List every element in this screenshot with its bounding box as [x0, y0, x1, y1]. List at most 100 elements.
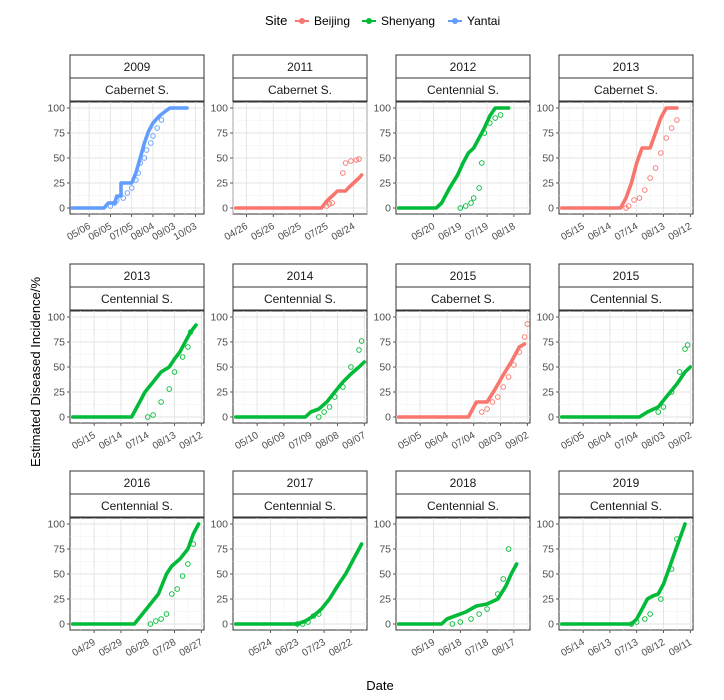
observed-point [476, 185, 482, 191]
facet-strip-cultivar [395, 286, 531, 311]
x-tick-label: 07/18 [463, 637, 491, 659]
y-tick-label: 75 [379, 128, 391, 140]
y-tick-label: 25 [542, 594, 554, 606]
y-tick-label: 100 [210, 103, 228, 115]
legend-key-point [452, 18, 458, 24]
facet-cultivar-label: Centennial S. [590, 499, 662, 513]
observed-point [294, 621, 301, 627]
observed-point [470, 195, 477, 201]
facet-panel: 2014 Centennial S. 0 25 50 75 100 05/10 06/09 07/… [210, 263, 368, 452]
y-tick-label: 100 [210, 519, 228, 531]
observed-point [457, 205, 464, 211]
y-tick-label: 0 [59, 412, 65, 424]
observed-point [497, 112, 504, 118]
x-tick-label: 08/18 [490, 221, 518, 243]
y-tick-label: 25 [542, 178, 554, 190]
observed-point [310, 613, 317, 619]
facet-year-label: 2015 [613, 269, 640, 283]
observed-point [179, 354, 186, 360]
x-tick-label: 06/04 [586, 430, 614, 452]
y-tick-label: 50 [379, 153, 391, 165]
y-tick-label: 100 [373, 519, 391, 531]
observed-point [171, 369, 178, 375]
estimated-series-line [233, 173, 364, 210]
y-tick-label: 75 [379, 337, 391, 349]
observed-point [158, 399, 164, 405]
observed-point [128, 185, 135, 191]
y-tick-label: 50 [216, 362, 228, 374]
observed-point [316, 611, 322, 617]
facet-cultivar-label: Centennial S. [101, 292, 173, 306]
y-tick-label: 75 [216, 544, 228, 556]
facet-strip-cultivar [395, 493, 531, 518]
y-tick-label: 100 [47, 312, 65, 324]
observed-point [114, 197, 120, 203]
facet-cultivar-label: Centennial S. [427, 499, 499, 513]
estimated-series-line [70, 522, 201, 626]
x-tick-label: 09/02 [504, 430, 532, 452]
facet-panel: 2018 Centennial S. 0 25 50 75 100 05/19 06/18 07/… [373, 470, 531, 659]
observed-point [511, 362, 517, 368]
x-tick-label: 05/24 [247, 637, 275, 659]
observed-point [148, 140, 154, 146]
x-tick-label: 07/04 [450, 430, 478, 452]
estimated-series-line [559, 106, 679, 210]
y-tick-label: 75 [542, 337, 554, 349]
legend-label: Yantai [467, 14, 500, 28]
observed-point [524, 321, 531, 327]
x-tick-label: 07/25 [303, 221, 331, 243]
observed-point [658, 596, 664, 602]
x-tick-label: 04/26 [223, 221, 251, 243]
observed-point [668, 389, 675, 395]
observed-point [137, 160, 143, 166]
y-tick-label: 50 [542, 569, 554, 581]
observed-point [500, 576, 506, 582]
x-tick-label: 08/13 [151, 430, 179, 452]
x-tick-label: 06/28 [124, 637, 152, 659]
x-tick-label: 05/29 [97, 637, 125, 659]
observed-point [135, 170, 141, 176]
y-tick-label: 50 [53, 569, 65, 581]
y-tick-label: 25 [216, 387, 228, 399]
x-tick-label: 08/24 [330, 221, 358, 243]
y-tick-label: 0 [59, 203, 65, 215]
y-tick-label: 100 [210, 312, 228, 324]
x-tick-label: 08/03 [640, 430, 668, 452]
x-tick-label: 05/19 [410, 637, 438, 659]
observed-point [187, 329, 194, 335]
y-tick-label: 50 [542, 153, 554, 165]
observed-point [500, 384, 506, 390]
facet-year-label: 2019 [613, 476, 640, 490]
y-tick-label: 0 [548, 203, 554, 215]
facet-cultivar-label: Cabernet S. [431, 292, 495, 306]
y-tick-label: 100 [536, 103, 554, 115]
facet-cultivar-label: Centennial S. [590, 292, 662, 306]
legend-key-point [299, 18, 305, 24]
y-tick-label: 100 [47, 103, 65, 115]
observed-point [158, 616, 164, 622]
observed-point [348, 158, 354, 164]
x-axis-title: Date [366, 678, 393, 693]
estimated-series-line [70, 323, 198, 419]
y-tick-label: 75 [216, 337, 228, 349]
observed-point [150, 133, 156, 139]
x-tick-label: 06/14 [586, 221, 614, 243]
y-tick-label: 50 [216, 569, 228, 581]
facet-panel: 2017 Centennial S. 0 25 50 75 100 05/24 06/23 07/… [210, 470, 368, 659]
y-tick-label: 50 [379, 569, 391, 581]
observed-point [153, 618, 159, 624]
y-tick-label: 0 [222, 203, 228, 215]
facet-year-label: 2016 [124, 476, 151, 490]
x-tick-label: 05/15 [70, 430, 98, 452]
x-tick-label: 08/17 [490, 637, 518, 659]
estimated-series-line [396, 562, 519, 626]
observed-point [169, 591, 175, 597]
y-tick-label: 100 [373, 103, 391, 115]
observed-point [141, 155, 148, 161]
x-tick-label: 06/04 [423, 430, 451, 452]
facet-panel: 2011 Cabernet S. 0 25 50 75 100 04/26 05/26 06/25… [210, 54, 368, 243]
legend-label: Beijing [314, 14, 350, 28]
observed-point [353, 157, 360, 163]
x-tick-label: 07/14 [124, 430, 152, 452]
